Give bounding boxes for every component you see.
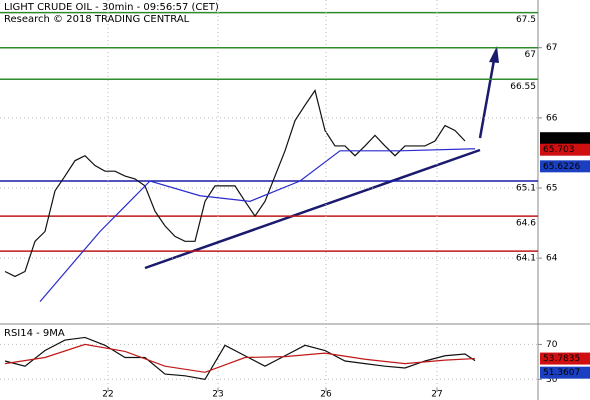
price-tag-label: 51.3607 <box>543 368 580 378</box>
level-label: 67.5 <box>516 15 536 25</box>
y-tick-label: 70 <box>546 340 558 350</box>
price-tag <box>540 143 590 156</box>
y-tick-label: 65 <box>546 184 557 194</box>
y-tick-label: 66 <box>546 113 558 123</box>
price-tag <box>540 366 590 379</box>
level-label: 67 <box>525 50 536 60</box>
series-line <box>4 336 476 380</box>
x-tick-label: 26 <box>320 390 332 400</box>
x-tick-label: 27 <box>431 390 442 400</box>
chart-title: LIGHT CRUDE OIL - 30min - 09:56:57 (CET) <box>4 2 219 13</box>
level-label: 65.1 <box>516 183 536 193</box>
price-tag-label: 65.71 <box>543 134 569 144</box>
price-tag <box>540 132 590 145</box>
price-tag-label: 65.703 <box>543 145 575 155</box>
x-tick-label: 23 <box>212 390 223 400</box>
price-tag-label: 65.6226 <box>543 162 580 172</box>
x-tick-label: 22 <box>102 390 113 400</box>
forecast-arrow <box>478 59 496 139</box>
level-label: 66.55 <box>510 82 536 92</box>
series-line <box>4 89 466 278</box>
rsi-title: RSI14 - 9MA <box>4 328 65 339</box>
price-tag-label: 53.7835 <box>543 354 580 364</box>
y-tick-label: 67 <box>546 43 557 53</box>
price-tag <box>540 160 590 173</box>
level-label: 64.6 <box>516 219 536 229</box>
y-tick-label: 30 <box>546 375 558 385</box>
price-tag <box>540 352 590 365</box>
y-tick-label: 64 <box>546 254 558 264</box>
chart-subtitle: Research © 2018 TRADING CENTRAL <box>4 14 190 25</box>
trendline <box>144 148 481 270</box>
arrow-head <box>489 46 499 63</box>
series-line <box>39 148 476 303</box>
series-line <box>4 343 476 373</box>
level-label: 64.1 <box>516 254 536 264</box>
